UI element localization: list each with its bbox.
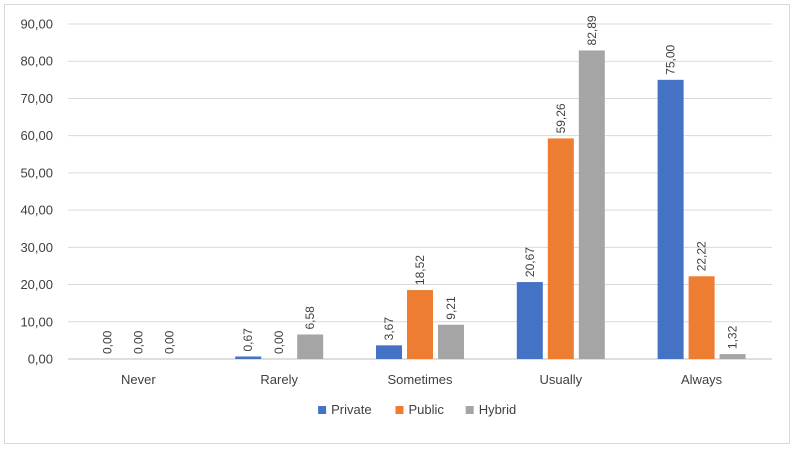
y-tick-label: 80,00 [20, 54, 53, 69]
x-tick-label: Usually [539, 372, 582, 387]
bar-hybrid-sometimes [438, 324, 464, 359]
data-label: 0,00 [162, 330, 176, 354]
bar-public-sometimes [407, 290, 433, 359]
data-label: 0,67 [241, 328, 255, 352]
data-label: 0,00 [272, 330, 286, 354]
y-axis-ticks: 0,00 10,00 20,00 30,00 40,00 50,00 60,00 70,00 8… [20, 17, 53, 367]
y-tick-label: 90,00 [20, 17, 53, 32]
bar-private-always [657, 79, 684, 359]
legend-swatch-private [318, 406, 327, 414]
legend-swatch-public [395, 406, 404, 414]
legend-label-hybrid: Hybrid [479, 402, 517, 417]
x-tick-label: Always [681, 372, 723, 387]
legend-label-public: Public [409, 402, 445, 417]
bar-hybrid-usually [578, 50, 605, 360]
data-label: 0,00 [100, 330, 114, 354]
bar-hybrid-always [719, 354, 746, 359]
bar-public-always [688, 276, 715, 359]
y-tick-label: 0,00 [28, 352, 53, 367]
bar-private-rarely [235, 356, 262, 359]
bar-private-sometimes [376, 345, 402, 359]
x-axis-ticks: Never Rarely Sometimes Usually Always [121, 372, 723, 387]
data-label: 82,89 [585, 15, 599, 45]
data-label: 75,00 [664, 44, 678, 74]
data-label: 9,21 [444, 296, 458, 320]
data-label: 20,67 [523, 247, 537, 277]
y-tick-label: 10,00 [20, 314, 53, 329]
bar-private-usually [516, 282, 543, 359]
bars [235, 50, 746, 360]
legend: Private Public Hybrid [318, 402, 516, 417]
data-labels: 0,00 0,00 0,00 0,67 0,00 6,58 3,67 18,52 9,21 20,… [100, 15, 739, 354]
bar-public-usually [547, 138, 574, 359]
y-tick-label: 30,00 [20, 240, 53, 255]
data-label: 0,00 [131, 330, 145, 354]
y-tick-label: 60,00 [20, 128, 53, 143]
x-tick-label: Sometimes [387, 372, 453, 387]
data-label: 22,22 [695, 241, 709, 271]
gridlines [68, 23, 772, 360]
y-tick-label: 40,00 [20, 203, 53, 218]
data-label: 18,52 [413, 255, 427, 285]
data-label: 6,58 [303, 306, 317, 330]
x-tick-label: Never [121, 372, 156, 387]
legend-label-private: Private [331, 402, 371, 417]
x-tick-label: Rarely [260, 372, 298, 387]
y-tick-label: 20,00 [20, 277, 53, 292]
data-label: 1,32 [726, 325, 740, 349]
data-label: 3,67 [382, 317, 396, 341]
legend-swatch-hybrid [465, 406, 474, 414]
y-tick-label: 70,00 [20, 91, 53, 106]
bar-hybrid-rarely [297, 334, 324, 359]
y-tick-label: 50,00 [20, 165, 53, 180]
data-label: 59,26 [554, 103, 568, 133]
